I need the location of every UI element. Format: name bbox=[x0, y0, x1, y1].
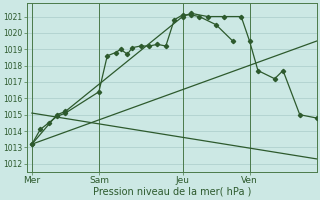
X-axis label: Pression niveau de la mer( hPa ): Pression niveau de la mer( hPa ) bbox=[92, 187, 251, 197]
